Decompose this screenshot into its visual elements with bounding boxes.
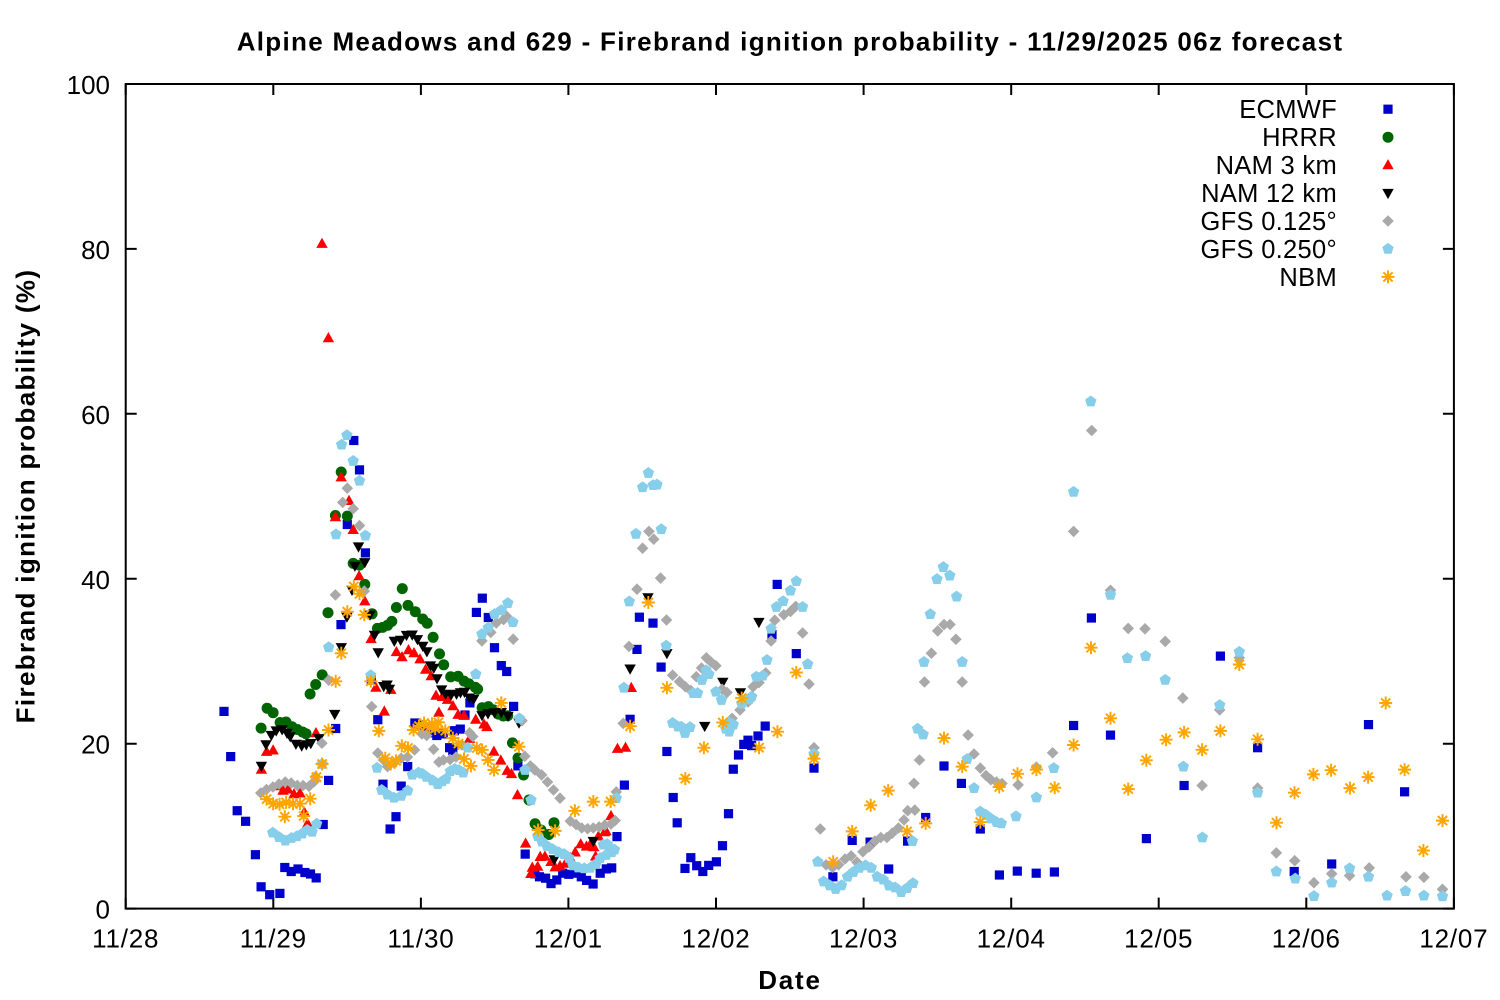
svg-text:12/01: 12/01: [534, 924, 603, 954]
svg-text:11/28: 11/28: [92, 924, 159, 954]
svg-text:Date: Date: [758, 965, 822, 995]
svg-text:20: 20: [81, 730, 110, 760]
svg-text:12/05: 12/05: [1124, 924, 1193, 954]
svg-text:12/04: 12/04: [977, 924, 1046, 954]
svg-text:12/03: 12/03: [829, 924, 898, 954]
svg-text:NAM 12 km: NAM 12 km: [1201, 180, 1337, 208]
svg-text:100: 100: [67, 70, 110, 100]
svg-text:11/29: 11/29: [240, 924, 307, 954]
svg-text:NAM 3 km: NAM 3 km: [1216, 152, 1337, 180]
svg-text:11/30: 11/30: [387, 924, 454, 954]
svg-text:12/06: 12/06: [1272, 924, 1341, 954]
svg-text:12/07: 12/07: [1419, 924, 1488, 954]
svg-text:HRRR: HRRR: [1262, 124, 1337, 152]
svg-text:40: 40: [81, 565, 110, 595]
svg-text:12/02: 12/02: [681, 924, 750, 954]
svg-text:60: 60: [81, 400, 110, 430]
svg-text:GFS 0.250°: GFS 0.250°: [1200, 236, 1337, 264]
svg-text:0: 0: [96, 895, 110, 925]
svg-text:Alpine Meadows and 629 - Fireb: Alpine Meadows and 629 - Firebrand ignit…: [237, 27, 1344, 57]
svg-text:GFS 0.125°: GFS 0.125°: [1200, 208, 1337, 236]
svg-text:80: 80: [81, 235, 110, 265]
svg-text:Firebrand ignition probability: Firebrand ignition probability (%): [11, 269, 41, 724]
svg-text:NBM: NBM: [1279, 264, 1337, 292]
svg-text:ECMWF: ECMWF: [1239, 96, 1337, 124]
